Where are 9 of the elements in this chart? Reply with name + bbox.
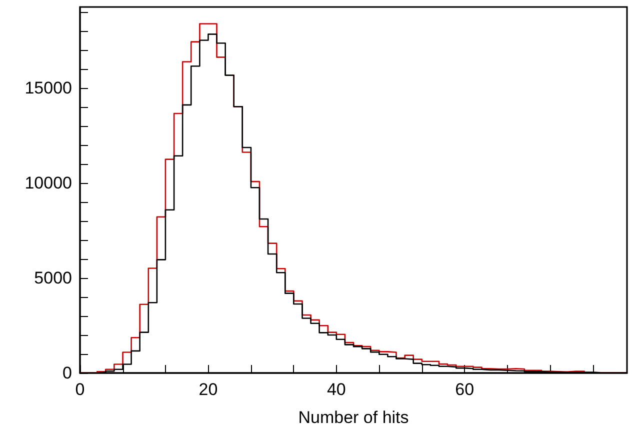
y-tick-label: 15000 — [24, 78, 72, 98]
y-tick-label: 10000 — [24, 173, 72, 192]
y-tick-label: 0 — [62, 364, 72, 382]
x-tick-label: 20 — [198, 380, 218, 399]
x-tick-label: 40 — [326, 380, 346, 399]
x-tick-label: 0 — [75, 380, 85, 399]
x-axis-title: Number of hits — [298, 408, 409, 427]
y-tick-label: 5000 — [34, 268, 72, 288]
x-tick-label: 60 — [455, 380, 474, 399]
